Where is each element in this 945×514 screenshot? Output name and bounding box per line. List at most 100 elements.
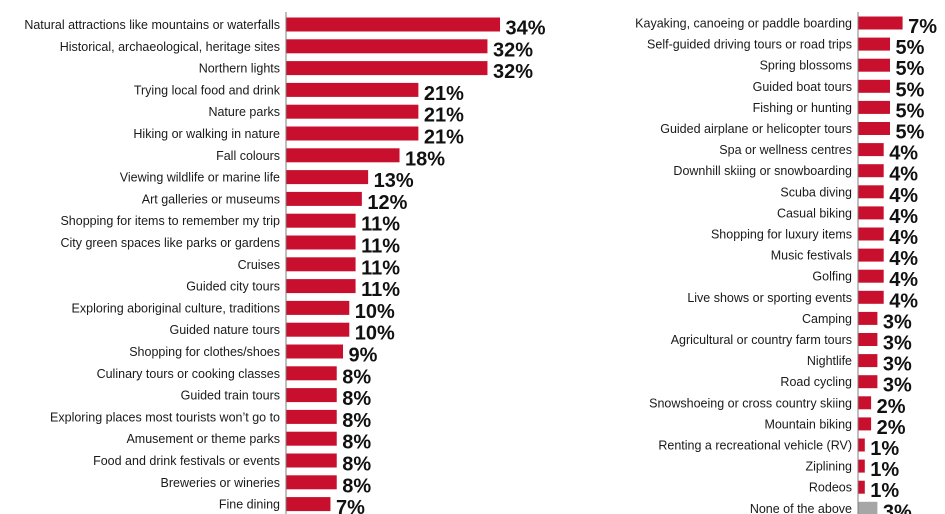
right-bar	[858, 122, 890, 135]
right-data-label: 5%	[896, 79, 925, 101]
left-category-label: Breweries or wineries	[161, 476, 280, 490]
right-data-label: 3%	[883, 311, 912, 333]
left-category-label: Historical, archaeological, heritage sit…	[60, 40, 280, 54]
left-data-label: 8%	[342, 475, 371, 497]
right-data-label: 1%	[870, 438, 899, 460]
left-category-label: Exploring places most tourists won’t go …	[50, 410, 280, 424]
right-bar	[858, 143, 884, 157]
right-data-label: 4%	[889, 290, 918, 312]
left-category-label: Fine dining	[219, 498, 280, 512]
left-bar	[286, 431, 337, 446]
right-bar	[858, 206, 884, 220]
right-data-label: 4%	[889, 185, 918, 207]
right-category-label: Nightlife	[807, 354, 852, 368]
left-data-label: 12%	[367, 192, 407, 214]
right-category-label: Guided boat tours	[753, 80, 852, 94]
right-chart: Kayaking, canoeing or paddle boarding 7% S…	[635, 12, 937, 514]
right-data-label: 5%	[896, 37, 925, 59]
left-data-label: 8%	[342, 388, 371, 410]
right-bar	[858, 501, 878, 514]
left-category-label: Guided city tours	[186, 280, 280, 294]
right-data-label: 4%	[889, 227, 918, 249]
right-data-label: 2%	[877, 417, 906, 439]
left-category-label: Shopping for items to remember my trip	[60, 214, 280, 228]
right-data-label: 4%	[889, 248, 918, 270]
right-category-label: Rodeos	[809, 481, 852, 495]
left-data-label: 21%	[424, 127, 464, 149]
right-category-label: Golfing	[812, 270, 852, 284]
left-bar	[286, 126, 419, 141]
left-data-label: 32%	[493, 39, 533, 61]
left-bar	[286, 17, 501, 32]
left-data-label: 8%	[342, 454, 371, 476]
left-category-label: Hiking or walking in nature	[133, 127, 280, 141]
right-bar	[858, 459, 865, 473]
right-bar	[858, 333, 878, 346]
left-bar	[286, 300, 350, 315]
right-category-label: Agricultural or country farm tours	[671, 333, 852, 347]
left-bar	[286, 453, 337, 468]
right-category-label: None of the above	[750, 502, 852, 514]
left-data-label: 21%	[424, 83, 464, 105]
right-bar	[858, 417, 872, 431]
left-bar	[286, 39, 488, 54]
right-category-label: Kayaking, canoeing or paddle boarding	[635, 17, 852, 31]
right-data-label: 5%	[896, 100, 925, 122]
left-data-label: 11%	[361, 257, 400, 279]
left-category-label: Northern lights	[199, 62, 280, 76]
right-category-label: Downhill skiing or snowboarding	[673, 164, 852, 178]
right-bar	[858, 185, 884, 199]
left-data-label: 7%	[336, 497, 365, 514]
right-bar	[858, 375, 878, 389]
left-data-label: 10%	[355, 301, 395, 323]
right-data-label: 4%	[889, 269, 918, 291]
left-data-label: 18%	[405, 148, 445, 170]
right-data-label: 4%	[889, 143, 918, 165]
left-data-label: 10%	[355, 323, 395, 345]
right-data-label: 3%	[883, 333, 912, 355]
left-bar	[286, 388, 337, 403]
left-category-label: Viewing wildlife or marine life	[120, 171, 280, 185]
left-bar	[286, 61, 488, 76]
left-category-label: Food and drink festivals or events	[93, 454, 280, 468]
right-category-label: Ziplining	[805, 460, 852, 474]
right-data-label: 5%	[896, 58, 925, 80]
left-category-label: Nature parks	[208, 105, 280, 119]
left-bar	[286, 257, 356, 272]
right-category-label: Fishing or hunting	[753, 101, 852, 115]
right-bar	[858, 311, 878, 325]
left-bar	[286, 344, 344, 359]
left-data-label: 11%	[361, 214, 400, 236]
right-data-label: 4%	[889, 164, 918, 186]
right-category-label: Road cycling	[780, 375, 852, 389]
right-bar	[858, 100, 890, 114]
left-data-label: 8%	[342, 410, 371, 432]
right-data-label: 7%	[908, 16, 937, 38]
left-category-label: Art galleries or museums	[142, 192, 280, 206]
right-category-label: Self-guided driving tours or road trips	[647, 38, 852, 52]
right-category-label: Renting a recreational vehicle (RV)	[658, 439, 852, 453]
right-bar	[858, 269, 884, 283]
left-bar	[286, 82, 419, 97]
right-category-label: Live shows or sporting events	[687, 291, 852, 305]
left-bar	[286, 279, 356, 294]
left-bar	[286, 170, 369, 185]
right-bar	[858, 37, 890, 51]
left-bar	[286, 409, 337, 424]
left-data-label: 13%	[374, 170, 414, 192]
left-data-label: 11%	[361, 236, 400, 258]
right-category-label: Spring blossoms	[760, 59, 852, 73]
left-chart: Natural attractions like mountains or wa…	[24, 12, 546, 514]
right-bar	[858, 58, 890, 72]
left-bar	[286, 366, 337, 381]
left-data-label: 11%	[361, 279, 400, 301]
right-bar	[858, 248, 884, 262]
right-bar	[858, 164, 884, 178]
left-data-label: 32%	[493, 61, 533, 83]
right-category-label: Spa or wellness centres	[719, 143, 852, 157]
left-category-label: Guided nature tours	[170, 323, 281, 337]
left-bar	[286, 475, 337, 490]
right-category-label: Casual biking	[777, 206, 852, 220]
right-category-label: Guided airplane or helicopter tours	[660, 122, 852, 136]
